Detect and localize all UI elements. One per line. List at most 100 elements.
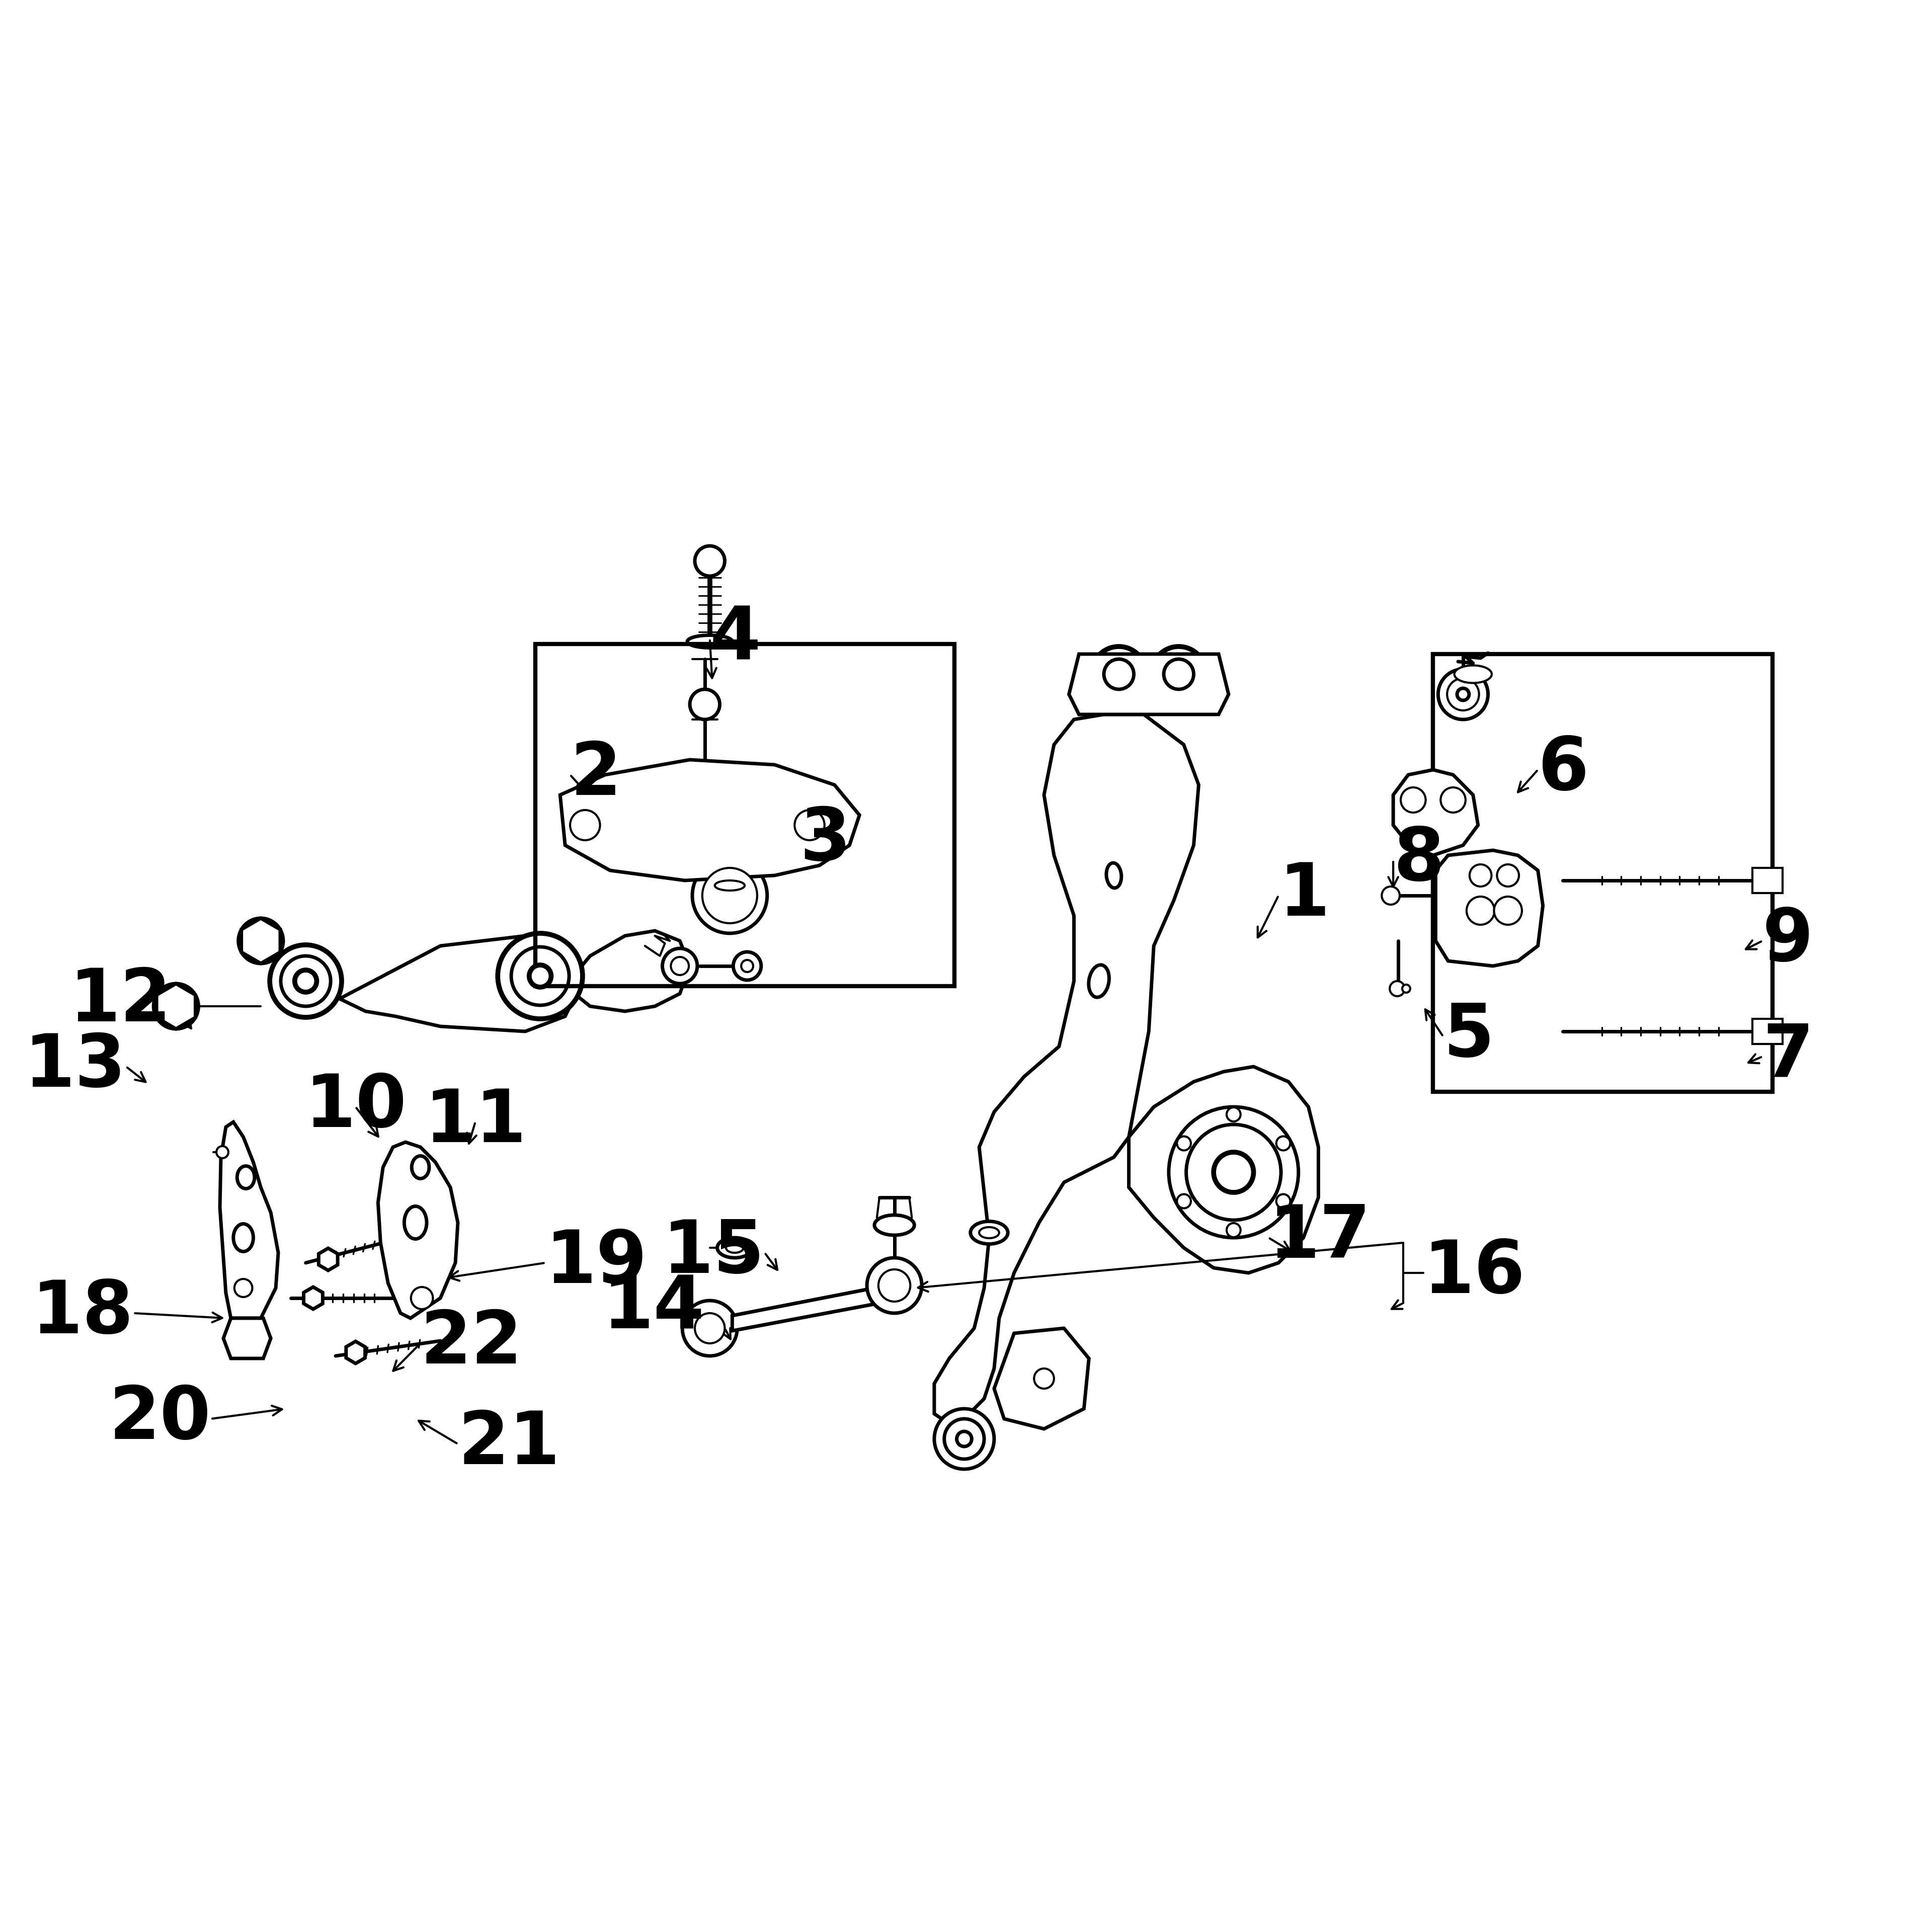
Polygon shape bbox=[1393, 769, 1478, 856]
Bar bbox=[1434, 655, 1772, 1092]
Circle shape bbox=[1447, 678, 1480, 711]
Polygon shape bbox=[564, 931, 690, 1010]
Circle shape bbox=[162, 993, 189, 1020]
Text: 10: 10 bbox=[305, 1072, 406, 1142]
Circle shape bbox=[1381, 887, 1399, 904]
Polygon shape bbox=[346, 1341, 365, 1364]
Circle shape bbox=[570, 810, 601, 840]
Circle shape bbox=[663, 949, 697, 983]
Ellipse shape bbox=[875, 1215, 914, 1235]
Circle shape bbox=[794, 810, 825, 840]
Circle shape bbox=[690, 690, 721, 719]
Circle shape bbox=[1470, 864, 1492, 887]
Text: 13: 13 bbox=[23, 1032, 126, 1101]
Polygon shape bbox=[560, 759, 860, 881]
Text: 17: 17 bbox=[1269, 1202, 1370, 1273]
Text: 3: 3 bbox=[800, 806, 850, 875]
Ellipse shape bbox=[980, 1227, 999, 1238]
Ellipse shape bbox=[970, 1221, 1009, 1244]
Circle shape bbox=[682, 1300, 738, 1356]
Polygon shape bbox=[732, 1289, 879, 1331]
Circle shape bbox=[1034, 1368, 1055, 1389]
Polygon shape bbox=[224, 1318, 270, 1358]
Circle shape bbox=[879, 1269, 910, 1302]
Ellipse shape bbox=[238, 1167, 255, 1188]
Circle shape bbox=[296, 970, 317, 993]
Circle shape bbox=[412, 1287, 433, 1310]
Circle shape bbox=[1177, 1194, 1190, 1208]
Bar bbox=[1752, 867, 1783, 893]
Polygon shape bbox=[995, 1329, 1090, 1430]
Ellipse shape bbox=[234, 1223, 253, 1252]
Circle shape bbox=[529, 964, 551, 987]
Text: 15: 15 bbox=[663, 1217, 765, 1289]
Circle shape bbox=[1227, 1223, 1240, 1236]
Circle shape bbox=[956, 1432, 972, 1447]
Circle shape bbox=[1277, 1136, 1291, 1150]
Text: 16: 16 bbox=[1424, 1236, 1524, 1308]
Polygon shape bbox=[379, 1142, 458, 1318]
Circle shape bbox=[945, 1418, 983, 1459]
Polygon shape bbox=[303, 1287, 323, 1310]
Ellipse shape bbox=[1107, 864, 1121, 889]
Text: 6: 6 bbox=[1538, 734, 1588, 806]
Ellipse shape bbox=[1088, 964, 1109, 997]
Circle shape bbox=[1163, 659, 1194, 690]
Text: 7: 7 bbox=[1762, 1022, 1814, 1092]
Text: 20: 20 bbox=[108, 1383, 211, 1455]
Text: 12: 12 bbox=[70, 966, 172, 1037]
Text: 8: 8 bbox=[1393, 825, 1445, 896]
Circle shape bbox=[692, 858, 767, 933]
Text: 1: 1 bbox=[1279, 860, 1329, 931]
Circle shape bbox=[280, 956, 330, 1007]
Circle shape bbox=[1103, 659, 1134, 690]
Polygon shape bbox=[1435, 850, 1544, 966]
Polygon shape bbox=[319, 1248, 338, 1271]
Circle shape bbox=[1151, 647, 1206, 701]
Ellipse shape bbox=[1455, 665, 1492, 684]
Ellipse shape bbox=[688, 636, 732, 647]
Text: 18: 18 bbox=[31, 1277, 133, 1349]
Circle shape bbox=[1389, 981, 1405, 997]
Text: 4: 4 bbox=[709, 603, 761, 674]
Circle shape bbox=[935, 1408, 995, 1468]
Circle shape bbox=[742, 960, 753, 972]
Text: 21: 21 bbox=[458, 1408, 560, 1480]
Ellipse shape bbox=[717, 1238, 752, 1258]
Circle shape bbox=[498, 933, 583, 1018]
Circle shape bbox=[247, 927, 274, 954]
Circle shape bbox=[1403, 985, 1410, 993]
Polygon shape bbox=[340, 935, 580, 1032]
Text: 14: 14 bbox=[603, 1273, 705, 1343]
Circle shape bbox=[670, 956, 690, 976]
Circle shape bbox=[1441, 788, 1466, 813]
Ellipse shape bbox=[726, 1242, 744, 1252]
Text: 2: 2 bbox=[570, 740, 620, 810]
Circle shape bbox=[1092, 647, 1146, 701]
Circle shape bbox=[1497, 864, 1519, 887]
Circle shape bbox=[153, 983, 199, 1030]
Polygon shape bbox=[713, 887, 746, 925]
Circle shape bbox=[1277, 1194, 1291, 1208]
Polygon shape bbox=[156, 983, 195, 1030]
Circle shape bbox=[1493, 896, 1522, 925]
Bar bbox=[1752, 1018, 1783, 1043]
Circle shape bbox=[1213, 1151, 1254, 1192]
Circle shape bbox=[512, 947, 570, 1005]
Circle shape bbox=[1457, 688, 1468, 701]
Polygon shape bbox=[1128, 1066, 1318, 1273]
Circle shape bbox=[234, 1279, 253, 1296]
Polygon shape bbox=[1068, 655, 1229, 715]
Circle shape bbox=[1177, 1136, 1190, 1150]
Polygon shape bbox=[935, 715, 1198, 1424]
Circle shape bbox=[696, 547, 725, 576]
Circle shape bbox=[216, 1146, 228, 1157]
Text: 9: 9 bbox=[1762, 906, 1814, 976]
Circle shape bbox=[1437, 668, 1488, 719]
Circle shape bbox=[703, 867, 757, 923]
Text: 5: 5 bbox=[1443, 1001, 1493, 1072]
Ellipse shape bbox=[412, 1155, 429, 1179]
Polygon shape bbox=[242, 918, 280, 964]
Polygon shape bbox=[220, 1122, 278, 1318]
Ellipse shape bbox=[404, 1206, 427, 1238]
